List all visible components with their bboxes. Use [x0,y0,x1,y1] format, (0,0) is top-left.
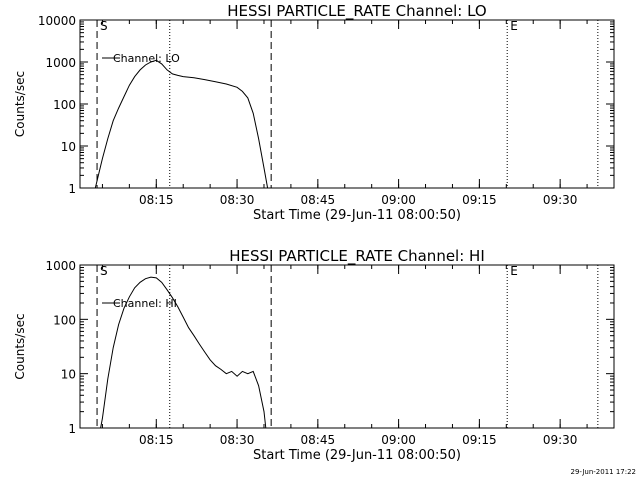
y-tick-label: 1000 [45,56,76,70]
legend-label: Channel: HI [113,297,177,310]
x-tick-label: 08:15 [139,193,174,207]
start-marker-label: S [100,264,108,278]
footer-timestamp: 29-Jun-2011 17:22 [571,468,637,476]
x-tick-label: 08:15 [139,433,174,447]
x-tick-label: 09:15 [462,193,497,207]
y-tick-label: 1 [68,422,76,436]
y-tick-label: 1 [68,182,76,196]
y-tick-label: 10000 [38,14,76,28]
chart-title: HESSI PARTICLE_RATE Channel: HI [229,247,485,266]
x-tick-label: 08:30 [220,433,255,447]
legend-label: Channel: LO [113,52,180,65]
x-tick-label: 09:00 [381,433,416,447]
plot-frame [79,19,615,189]
y-tick-label: 100 [53,98,76,112]
y-tick-label: 1000 [45,259,76,273]
y-axis-label: Counts/sec [13,313,27,379]
x-tick-label: 09:30 [543,193,578,207]
x-tick-label: 08:45 [301,193,336,207]
y-tick-label: 10 [61,140,76,154]
plot-frame [79,264,615,429]
series-line [94,59,269,189]
x-axis-label: Start Time (29-Jun-11 08:00:50) [253,448,461,463]
x-tick-label: 08:30 [220,193,255,207]
end-marker-label: E [510,19,518,33]
start-marker-label: S [100,19,108,33]
x-tick-label: 09:15 [462,433,497,447]
x-tick-label: 09:30 [543,433,578,447]
y-axis-label: Counts/sec [13,71,27,137]
y-tick-label: 100 [53,313,76,327]
y-tick-label: 10 [61,368,76,382]
x-axis-label: Start Time (29-Jun-11 08:00:50) [253,208,461,223]
x-tick-label: 09:00 [381,193,416,207]
series-line [100,276,267,429]
x-tick-label: 08:45 [301,433,336,447]
end-marker-label: E [510,264,518,278]
chart-title: HESSI PARTICLE_RATE Channel: LO [227,2,486,21]
